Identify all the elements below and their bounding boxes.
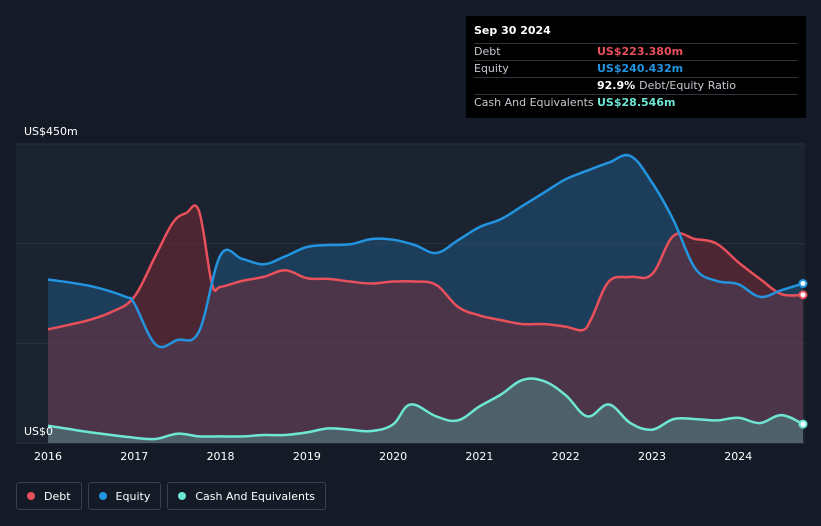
tooltip-equity-value: US$240.432m [597,62,684,75]
equity-line [47,153,804,349]
y-axis-bottom-label: US$0 [24,425,54,438]
chart-legend: Debt Equity Cash And Equivalents [16,482,326,510]
equity-area [48,155,803,443]
tooltip-cash-label: Cash And Equivalents [474,96,594,109]
tooltip-ratio-row: 92.9% Debt/Equity Ratio [474,77,798,94]
x-tick-label: 2021 [465,450,494,463]
legend-label-debt: Debt [44,489,71,503]
plot-background [16,144,805,443]
tooltip-ratio-value: 92.9% [597,79,636,92]
legend-label-equity: Equity [115,489,151,503]
y-axis-top-label: US$450m [24,125,78,138]
x-tick-label: 2018 [206,450,235,463]
legend-item-cash[interactable]: Cash And Equivalents [167,482,326,510]
x-tick-label: 2019 [292,450,321,463]
x-tick-label: 2017 [120,450,149,463]
legend-item-debt[interactable]: Debt [16,482,82,510]
tooltip-date: Sep 30 2024 [474,24,551,37]
x-tick-label: 2023 [638,450,666,463]
x-tick-label: 2024 [724,450,753,463]
legend-label-cash: Cash And Equivalents [195,489,315,503]
tooltip-equity-label: Equity [474,62,509,75]
tooltip-equity-row: Equity US$240.432m [474,60,798,77]
debt-line [47,204,804,332]
x-tick-label: 2022 [551,450,580,463]
legend-item-equity[interactable]: Equity [87,482,162,510]
legend-dot-debt [27,492,35,500]
x-tick-label: 2016 [34,450,62,463]
tooltip-debt-row: Debt US$223.380m [474,43,798,60]
legend-dot-equity [98,492,107,500]
legend-dot-cash [178,492,187,500]
data-tooltip: Sep 30 2024 Debt US$223.380m Equity US$2… [466,16,806,118]
tooltip-debt-label: Debt [474,45,501,58]
tooltip-ratio-label: Debt/Equity Ratio [639,79,736,92]
debt-end-marker [798,290,808,300]
tooltip-debt-value: US$223.380m [597,45,684,58]
equity-end-marker [798,279,808,289]
tooltip-cash-row: Cash And Equivalents US$28.546m [474,94,798,111]
x-tick-label: 2020 [379,450,408,463]
cash-end-marker [798,419,808,429]
tooltip-cash-value: US$28.546m [597,96,676,109]
debt-area [48,205,803,443]
cash-line [47,377,804,441]
